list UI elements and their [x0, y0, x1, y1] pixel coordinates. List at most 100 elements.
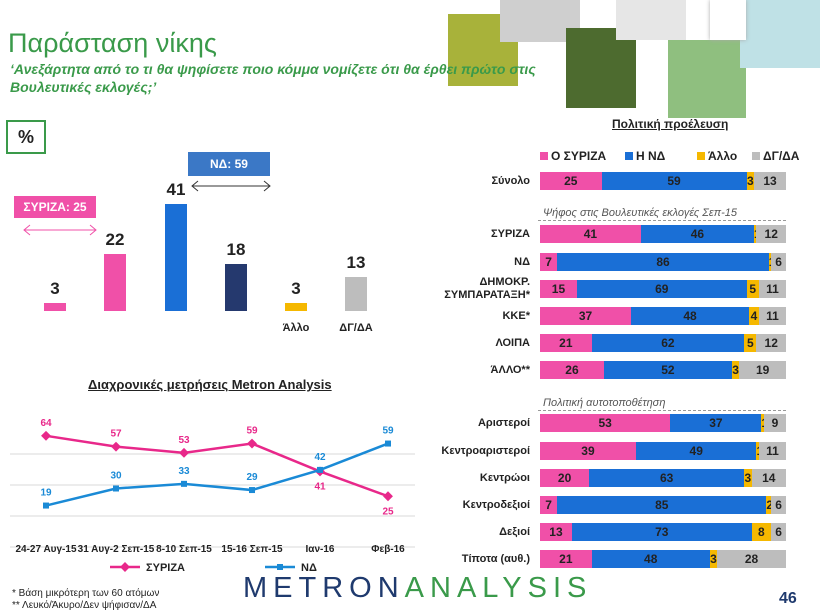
- row-bar-10: 7 85 2 6: [540, 496, 786, 514]
- row-10-segment-0: 7: [540, 496, 558, 514]
- row-7-segment-1: 37: [670, 414, 762, 432]
- row-bar-11: 13 73 8 6: [540, 523, 786, 541]
- row-label-1: ΣΥΡΙΖΑ: [491, 228, 530, 240]
- legend-item-3: ΔΓ/ΔΑ: [752, 149, 799, 163]
- row-bar-6: 26 52 3 19: [540, 361, 786, 379]
- legend-swatch-1: [625, 152, 633, 160]
- line-point-0-1: [111, 441, 121, 452]
- row-11-segment-1: 73: [571, 523, 752, 541]
- row-8-segment-1: 49: [635, 442, 757, 460]
- overall-bar-value-5: 13: [346, 253, 366, 273]
- row-label-11: Δεξιοί: [499, 526, 530, 538]
- row-5-segment-2: 5: [744, 334, 757, 352]
- row-6-segment-1: 52: [603, 361, 732, 379]
- line-value-0-5: 25: [382, 506, 394, 517]
- callout-nd-arrow: [191, 180, 271, 192]
- section-line-0: [538, 220, 786, 221]
- line-legend-marker-1: [277, 564, 283, 570]
- line-point-1-1: [113, 485, 119, 492]
- row-label-10: Κεντροδεξιοί: [462, 499, 530, 511]
- row-bar-0: 25 59 3 13: [540, 172, 786, 190]
- overall-bar-5: [345, 277, 367, 311]
- legend-label-0: Ο ΣΥΡΙΖΑ: [551, 149, 607, 163]
- overall-bar-1: [104, 253, 126, 311]
- row-2-segment-3: 6: [771, 253, 786, 271]
- brand-logo: METRONANALYSIS: [243, 572, 592, 605]
- decor-square-teal: [740, 0, 820, 68]
- overall-bar-value-0: 3: [50, 279, 60, 299]
- line-x-label-1: 31 Αυγ-2 Σεπ-15: [78, 544, 155, 555]
- overall-bar-category-4: Άλλο: [282, 322, 310, 334]
- row-11-segment-3: 6: [771, 523, 786, 541]
- legend-label-2: Άλλο: [708, 149, 738, 163]
- section-line-1: [538, 410, 786, 411]
- row-10-segment-2: 2: [766, 496, 773, 514]
- line-value-0-0: 64: [40, 418, 52, 429]
- row-12-segment-2: 3: [709, 550, 718, 568]
- line-series-1: [45, 442, 389, 507]
- line-value-1-5: 59: [382, 426, 394, 437]
- line-value-0-4: 41: [314, 481, 326, 492]
- row-9-segment-3: 14: [751, 469, 786, 487]
- row-bar-3: 15 69 5 11: [540, 280, 786, 298]
- brand-part-1: METRON: [243, 572, 405, 604]
- page-title: Παράσταση νίκης: [8, 28, 217, 58]
- row-3-segment-3: 11: [758, 280, 786, 298]
- row-8-segment-0: 39: [540, 442, 636, 460]
- brand-part-2: ANALYSIS: [404, 572, 593, 604]
- row-bar-9: 20 63 3 14: [540, 469, 786, 487]
- row-bar-8: 3949111: [540, 442, 786, 460]
- row-0-segment-2: 3: [746, 172, 754, 190]
- line-point-1-2: [181, 480, 187, 487]
- row-label-4: ΚΚΕ*: [502, 310, 530, 322]
- row-4-segment-1: 48: [631, 307, 750, 325]
- row-7-segment-3: 9: [763, 414, 786, 432]
- legend-item-2: Άλλο: [697, 149, 737, 163]
- line-value-0-1: 57: [110, 429, 122, 440]
- line-x-label-4: Ιαν-16: [306, 544, 335, 555]
- callout-nd: ΝΔ: 59: [188, 152, 270, 176]
- row-label-12: Τίποτα (αυθ.): [461, 553, 530, 565]
- row-5-segment-3: 12: [756, 334, 786, 352]
- legend-label-3: ΔΓ/ΔΑ: [763, 149, 800, 163]
- row-12-segment-0: 21: [540, 550, 592, 568]
- row-2-segment-0: 7: [540, 253, 558, 271]
- line-value-0-3: 59: [246, 426, 258, 437]
- footnote-2: ** Λευκό/Άκυρο/Δεν ψήφισαν/ΔΑ: [12, 600, 157, 611]
- line-value-0-2: 53: [178, 435, 190, 446]
- row-3-segment-1: 69: [576, 280, 747, 298]
- row-5-segment-0: 21: [540, 334, 592, 352]
- row-6-segment-0: 26: [540, 361, 604, 379]
- overall-bar-2: [165, 204, 187, 311]
- row-3-segment-2: 5: [746, 280, 759, 298]
- row-12-segment-3: 28: [717, 550, 786, 568]
- row-bar-7: 533719: [540, 414, 786, 432]
- row-bar-1: 4146112: [540, 225, 786, 243]
- legend-swatch-2: [697, 152, 705, 160]
- row-0-segment-0: 25: [540, 172, 602, 190]
- callout-syriza-arrow: [23, 224, 97, 236]
- line-point-0-0: [41, 430, 51, 441]
- line-x-label-2: 8-10 Σεπ-15: [156, 544, 212, 555]
- line-value-1-2: 33: [178, 466, 190, 477]
- row-4-segment-2: 4: [749, 307, 759, 325]
- row-bar-4: 37 48 4 11: [540, 307, 786, 325]
- row-label-2: ΝΔ: [514, 256, 530, 268]
- row-9-segment-0: 20: [540, 469, 590, 487]
- row-label-0: Σύνολο: [491, 175, 530, 187]
- section-label-0: Ψήφος στις Βουλευτικές εκλογές Σεπ-15: [543, 207, 737, 219]
- row-1-segment-0: 41: [540, 225, 641, 243]
- row-9-segment-1: 63: [589, 469, 745, 487]
- line-point-0-3: [247, 438, 257, 449]
- row-1-segment-1: 46: [640, 225, 755, 243]
- row-5-segment-1: 62: [591, 334, 745, 352]
- line-chart-title: Διαχρονικές μετρήσεις Metron Analysis: [88, 377, 332, 392]
- overall-bar-0: [44, 303, 66, 311]
- line-value-1-1: 30: [110, 471, 122, 482]
- row-4-segment-0: 37: [540, 307, 632, 325]
- line-x-label-3: 15-16 Σεπ-15: [221, 544, 283, 555]
- line-chart: 64 57 53 59 41 25 19 30 33 29 42 59 24-27 Αυγ-15 31 Α…: [10, 418, 415, 574]
- row-2-segment-1: 86: [557, 253, 769, 271]
- line-point-1-5: [385, 440, 391, 447]
- overall-bar-4: [285, 303, 307, 311]
